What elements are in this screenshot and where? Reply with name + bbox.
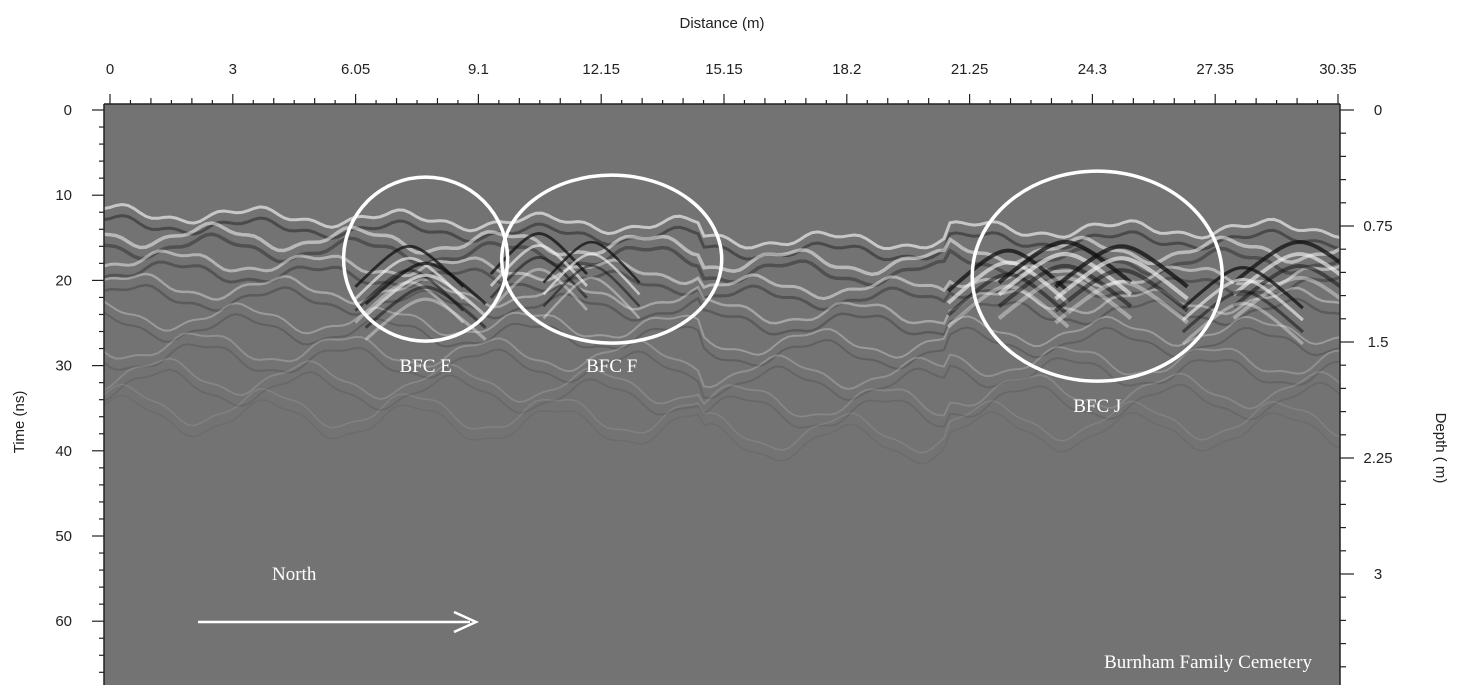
hyperbola-reflection: [1232, 252, 1340, 296]
x-tick-label: 0: [106, 61, 114, 78]
hyperbola-reflection: [542, 264, 641, 308]
y-left-tick-label: 50: [55, 528, 72, 545]
x-tick-label: 15.15: [705, 61, 743, 78]
hyperbola-reflection: [997, 240, 1133, 285]
y-left-tick-label: 20: [55, 272, 72, 289]
x-tick-label: 9.1: [468, 61, 489, 78]
reflection-band: [104, 300, 1340, 359]
hyperbola-reflection: [542, 252, 641, 296]
y-axis-left-title: Time (ns): [11, 391, 28, 454]
y-right-tick-label: 0: [1374, 102, 1382, 119]
hyperbola-reflection: [1181, 289, 1304, 334]
hyperbola-reflection: [364, 261, 487, 306]
x-axis-ticks: 0 3 6.05 9.1 12.15 15.15 18.2 21.25 24.3 27.35 30.…: [106, 61, 1357, 104]
reflection-band: [104, 394, 1340, 465]
hyperbola-reflection: [1181, 301, 1304, 346]
anomaly-layer: BFC E BFC F BFC J: [341, 169, 1225, 417]
y-left-tick-label: 30: [55, 358, 72, 375]
y-left-tick-label: 0: [64, 102, 72, 119]
anomaly-circle: [341, 175, 510, 343]
hyperbola-reflection: [364, 285, 487, 329]
y-axis-left-ticks: 0 10 20 30 40 50 60: [55, 102, 104, 673]
hyperbola-reflection: [542, 276, 641, 320]
hyperbola-reflection: [946, 260, 1070, 305]
reflection-band: [104, 357, 1340, 418]
anomaly-circle: [970, 169, 1225, 383]
x-tick-label: 24.3: [1078, 61, 1107, 78]
hyperbola-reflection: [489, 267, 588, 311]
plot-background: [104, 104, 1340, 685]
x-tick-label: 18.2: [832, 61, 861, 78]
y-right-tick-label: 3.75: [1363, 682, 1392, 685]
reflection-band: [104, 343, 1340, 402]
direction-label: North: [272, 564, 317, 585]
reflection-band: [104, 249, 1340, 301]
reflection-band: [104, 202, 1340, 250]
y-left-tick-label: 60: [55, 613, 72, 630]
reflection-band: [104, 272, 1340, 325]
hyperbola-reflection: [364, 273, 487, 318]
x-tick-label: 30.35: [1319, 61, 1357, 78]
hyperbola-reflection: [1054, 256, 1189, 301]
y-axis-right-ticks: 0 0.75 1.5 2.25 3 3.75: [1340, 102, 1393, 685]
x-tick-label: 6.05: [341, 61, 370, 78]
reflection-band: [104, 332, 1340, 391]
x-tick-label: 3: [229, 61, 237, 78]
hyperbola-reflection: [946, 248, 1070, 293]
y-left-tick-label: 10: [55, 187, 72, 204]
hyperbola-reflection: [1232, 240, 1340, 285]
hyperbola-reflection: [542, 240, 641, 284]
hyperbola-reflection: [1054, 244, 1189, 289]
reflection-band: [104, 283, 1340, 337]
x-tick-label: 27.35: [1196, 61, 1234, 78]
hyperbola-reflection: [1054, 268, 1189, 313]
anomaly-label: BFC J: [1073, 396, 1121, 417]
hyperbola-reflection: [1054, 280, 1189, 325]
hyperbola-reflection: [997, 251, 1133, 297]
reflection-band: [104, 383, 1340, 454]
hyperbola-reflection: [1232, 263, 1340, 308]
reflection-band: [104, 260, 1340, 312]
anomaly-label: BFC E: [399, 356, 451, 377]
x-axis-title: Distance (m): [679, 15, 764, 32]
y-axis-right-title: Depth ( m): [1432, 413, 1449, 484]
hyperbola-reflection: [997, 263, 1133, 309]
north-arrow-icon: [198, 610, 480, 634]
reflection-layer: [104, 202, 1340, 465]
anomaly-circle: [499, 173, 724, 345]
x-tick-label: 12.15: [582, 61, 620, 78]
hyperbola-reflection: [1232, 275, 1340, 320]
y-right-tick-label: 1.5: [1368, 334, 1389, 351]
y-right-tick-label: 2.25: [1363, 450, 1392, 467]
y-right-tick-label: 0.75: [1363, 218, 1392, 235]
hyperbola-reflection: [1181, 277, 1304, 322]
anomaly-label: BFC F: [586, 356, 637, 377]
y-right-tick-label: 3: [1374, 566, 1382, 583]
caption: Burnham Family Cemetery: [1104, 652, 1312, 673]
reflection-band: [104, 311, 1340, 370]
hyperbola-reflection: [1181, 265, 1304, 310]
hyperbola-reflection: [364, 297, 487, 341]
x-tick-label: 21.25: [951, 61, 989, 78]
reflection-band: [104, 232, 1340, 288]
reflection-band: [104, 368, 1340, 429]
y-left-tick-label: 40: [55, 443, 72, 460]
